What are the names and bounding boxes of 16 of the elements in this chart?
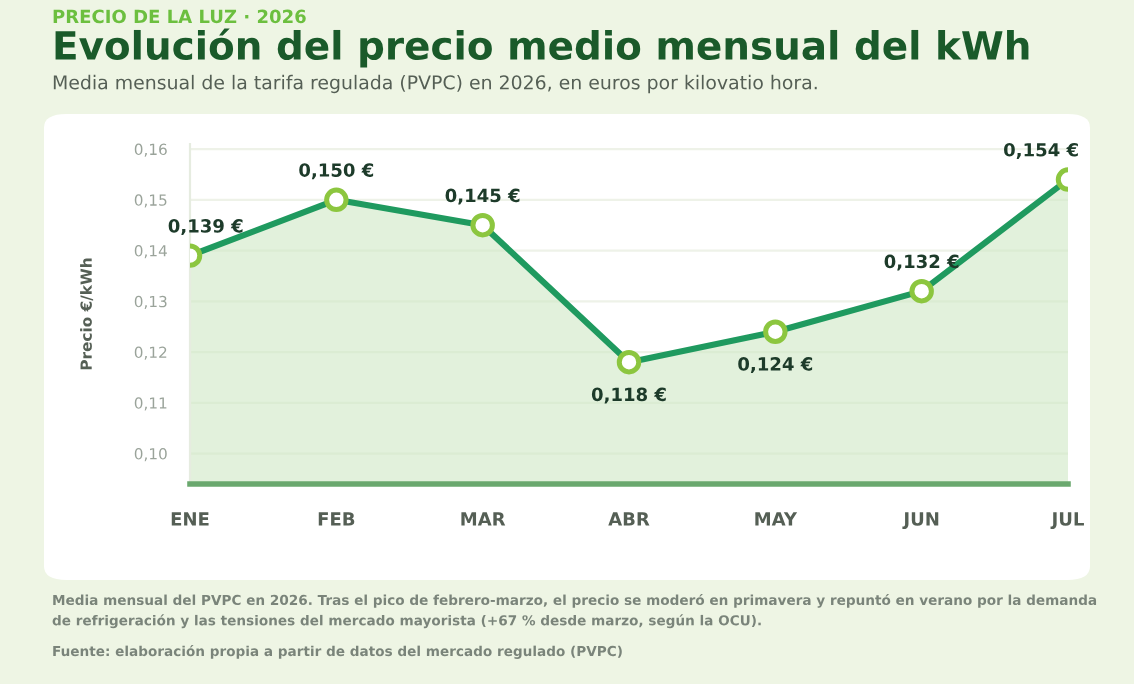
x-tick-label: FEB (318, 512, 355, 526)
chart-title: Evolución del precio medio mensual del kWh (55, 28, 1029, 68)
x-tick-label: ENE (171, 512, 209, 526)
x-tick-label: MAR (461, 512, 506, 526)
data-label: 0,154 € (1004, 142, 1078, 159)
x-tick-label: ABR (608, 512, 650, 526)
chart-subtitle: Media mensual de la tarifa regulada (PVPC) en 2026, en euros por kilovatio hora. (53, 74, 817, 94)
x-tick-label: JUL (1050, 512, 1084, 530)
data-label: 0,118 € (591, 387, 666, 404)
text: PRECIO DE LA LUZ · 2026 (53, 9, 306, 24)
data-label: 0,139 € (168, 219, 243, 236)
x-tick-label: JUN (902, 512, 939, 530)
data-label: 0,145 € (445, 188, 520, 205)
data-label: 0,150 € (299, 163, 374, 180)
x-tick-label: MAY (755, 512, 798, 526)
data-label: 0,124 € (738, 357, 813, 374)
